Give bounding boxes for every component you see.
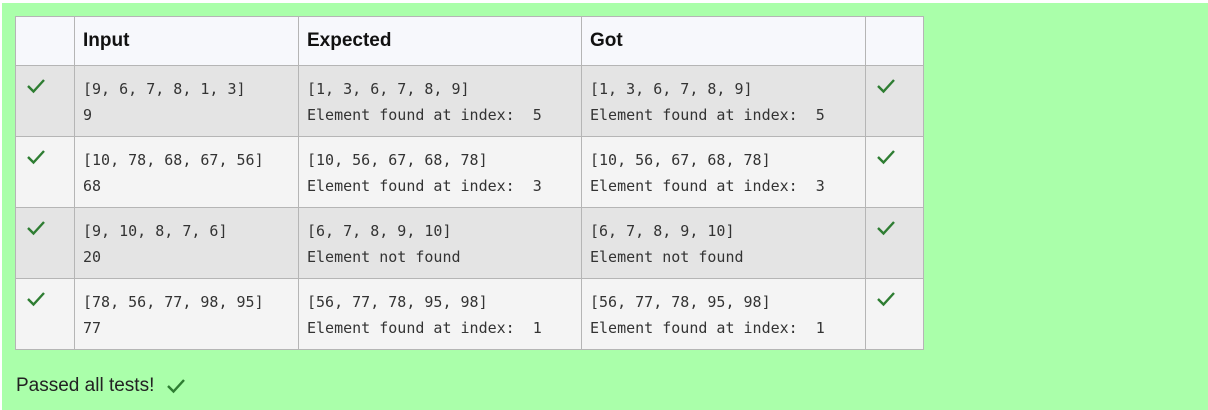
summary-message: Passed all tests!	[16, 375, 155, 396]
expected-cell: [10, 56, 67, 68, 78] Element found at in…	[298, 136, 582, 208]
input-key: 20	[83, 248, 102, 266]
check-icon	[27, 79, 45, 94]
got-list: [56, 77, 78, 95, 98]	[590, 293, 771, 311]
expected-cell: [1, 3, 6, 7, 8, 9] Element found at inde…	[298, 65, 582, 137]
table-header-row: Input Expected Got	[15, 16, 924, 66]
expected-message: Element not found	[307, 248, 461, 266]
got-cell: [10, 56, 67, 68, 78] Element found at in…	[581, 136, 866, 208]
header-status	[15, 16, 75, 66]
check-icon	[877, 221, 895, 236]
got-message: Element found at index: 5	[590, 106, 825, 124]
got-message: Element found at index: 1	[590, 319, 825, 337]
header-status-result	[865, 16, 924, 66]
input-key: 9	[83, 106, 93, 124]
status-cell	[15, 65, 75, 137]
check-icon	[27, 221, 45, 236]
expected-cell: [6, 7, 8, 9, 10] Element not found	[298, 207, 582, 279]
table-row: [9, 6, 7, 8, 1, 3] 9 [1, 3, 6, 7, 8, 9] …	[15, 65, 924, 137]
check-icon	[877, 79, 895, 94]
header-expected: Expected	[298, 16, 582, 66]
expected-list: [56, 77, 78, 95, 98]	[307, 293, 488, 311]
input-cell: [9, 10, 8, 7, 6] 20	[74, 207, 299, 279]
expected-cell: [56, 77, 78, 95, 98] Element found at in…	[298, 278, 582, 350]
input-key: 77	[83, 319, 102, 337]
header-input: Input	[74, 16, 299, 66]
expected-message: Element found at index: 3	[307, 177, 542, 195]
check-icon	[167, 379, 186, 394]
expected-list: [10, 56, 67, 68, 78]	[307, 151, 488, 169]
check-icon	[27, 292, 45, 307]
check-icon	[27, 150, 45, 165]
input-key: 68	[83, 177, 102, 195]
result-cell	[865, 207, 924, 279]
status-cell	[15, 278, 75, 350]
got-message: Element found at index: 3	[590, 177, 825, 195]
header-got: Got	[581, 16, 866, 66]
expected-list: [6, 7, 8, 9, 10]	[307, 222, 452, 240]
got-cell: [1, 3, 6, 7, 8, 9] Element found at inde…	[581, 65, 866, 137]
got-list: [10, 56, 67, 68, 78]	[590, 151, 771, 169]
got-list: [6, 7, 8, 9, 10]	[590, 222, 735, 240]
input-list: [78, 56, 77, 98, 95]	[83, 293, 264, 311]
check-icon	[877, 150, 895, 165]
input-list: [10, 78, 68, 67, 56]	[83, 151, 264, 169]
result-cell	[865, 278, 924, 350]
status-cell	[15, 207, 75, 279]
check-icon	[877, 292, 895, 307]
result-cell	[865, 136, 924, 208]
table-row: [9, 10, 8, 7, 6] 20 [6, 7, 8, 9, 10] Ele…	[15, 207, 924, 279]
got-cell: [6, 7, 8, 9, 10] Element not found	[581, 207, 866, 279]
test-results-table: Input Expected Got [9, 6, 7, 8, 1, 3] 9 …	[15, 16, 924, 350]
result-cell	[865, 65, 924, 137]
summary-footer: Passed all tests!	[16, 375, 186, 397]
status-cell	[15, 136, 75, 208]
table-row: [78, 56, 77, 98, 95] 77 [56, 77, 78, 95,…	[15, 278, 924, 350]
input-cell: [9, 6, 7, 8, 1, 3] 9	[74, 65, 299, 137]
table-row: [10, 78, 68, 67, 56] 68 [10, 56, 67, 68,…	[15, 136, 924, 208]
input-list: [9, 6, 7, 8, 1, 3]	[83, 80, 246, 98]
expected-message: Element found at index: 1	[307, 319, 542, 337]
got-cell: [56, 77, 78, 95, 98] Element found at in…	[581, 278, 866, 350]
got-list: [1, 3, 6, 7, 8, 9]	[590, 80, 753, 98]
expected-list: [1, 3, 6, 7, 8, 9]	[307, 80, 470, 98]
results-panel: Input Expected Got [9, 6, 7, 8, 1, 3] 9 …	[2, 3, 1208, 410]
got-message: Element not found	[590, 248, 744, 266]
input-list: [9, 10, 8, 7, 6]	[83, 222, 228, 240]
input-cell: [10, 78, 68, 67, 56] 68	[74, 136, 299, 208]
expected-message: Element found at index: 5	[307, 106, 542, 124]
input-cell: [78, 56, 77, 98, 95] 77	[74, 278, 299, 350]
